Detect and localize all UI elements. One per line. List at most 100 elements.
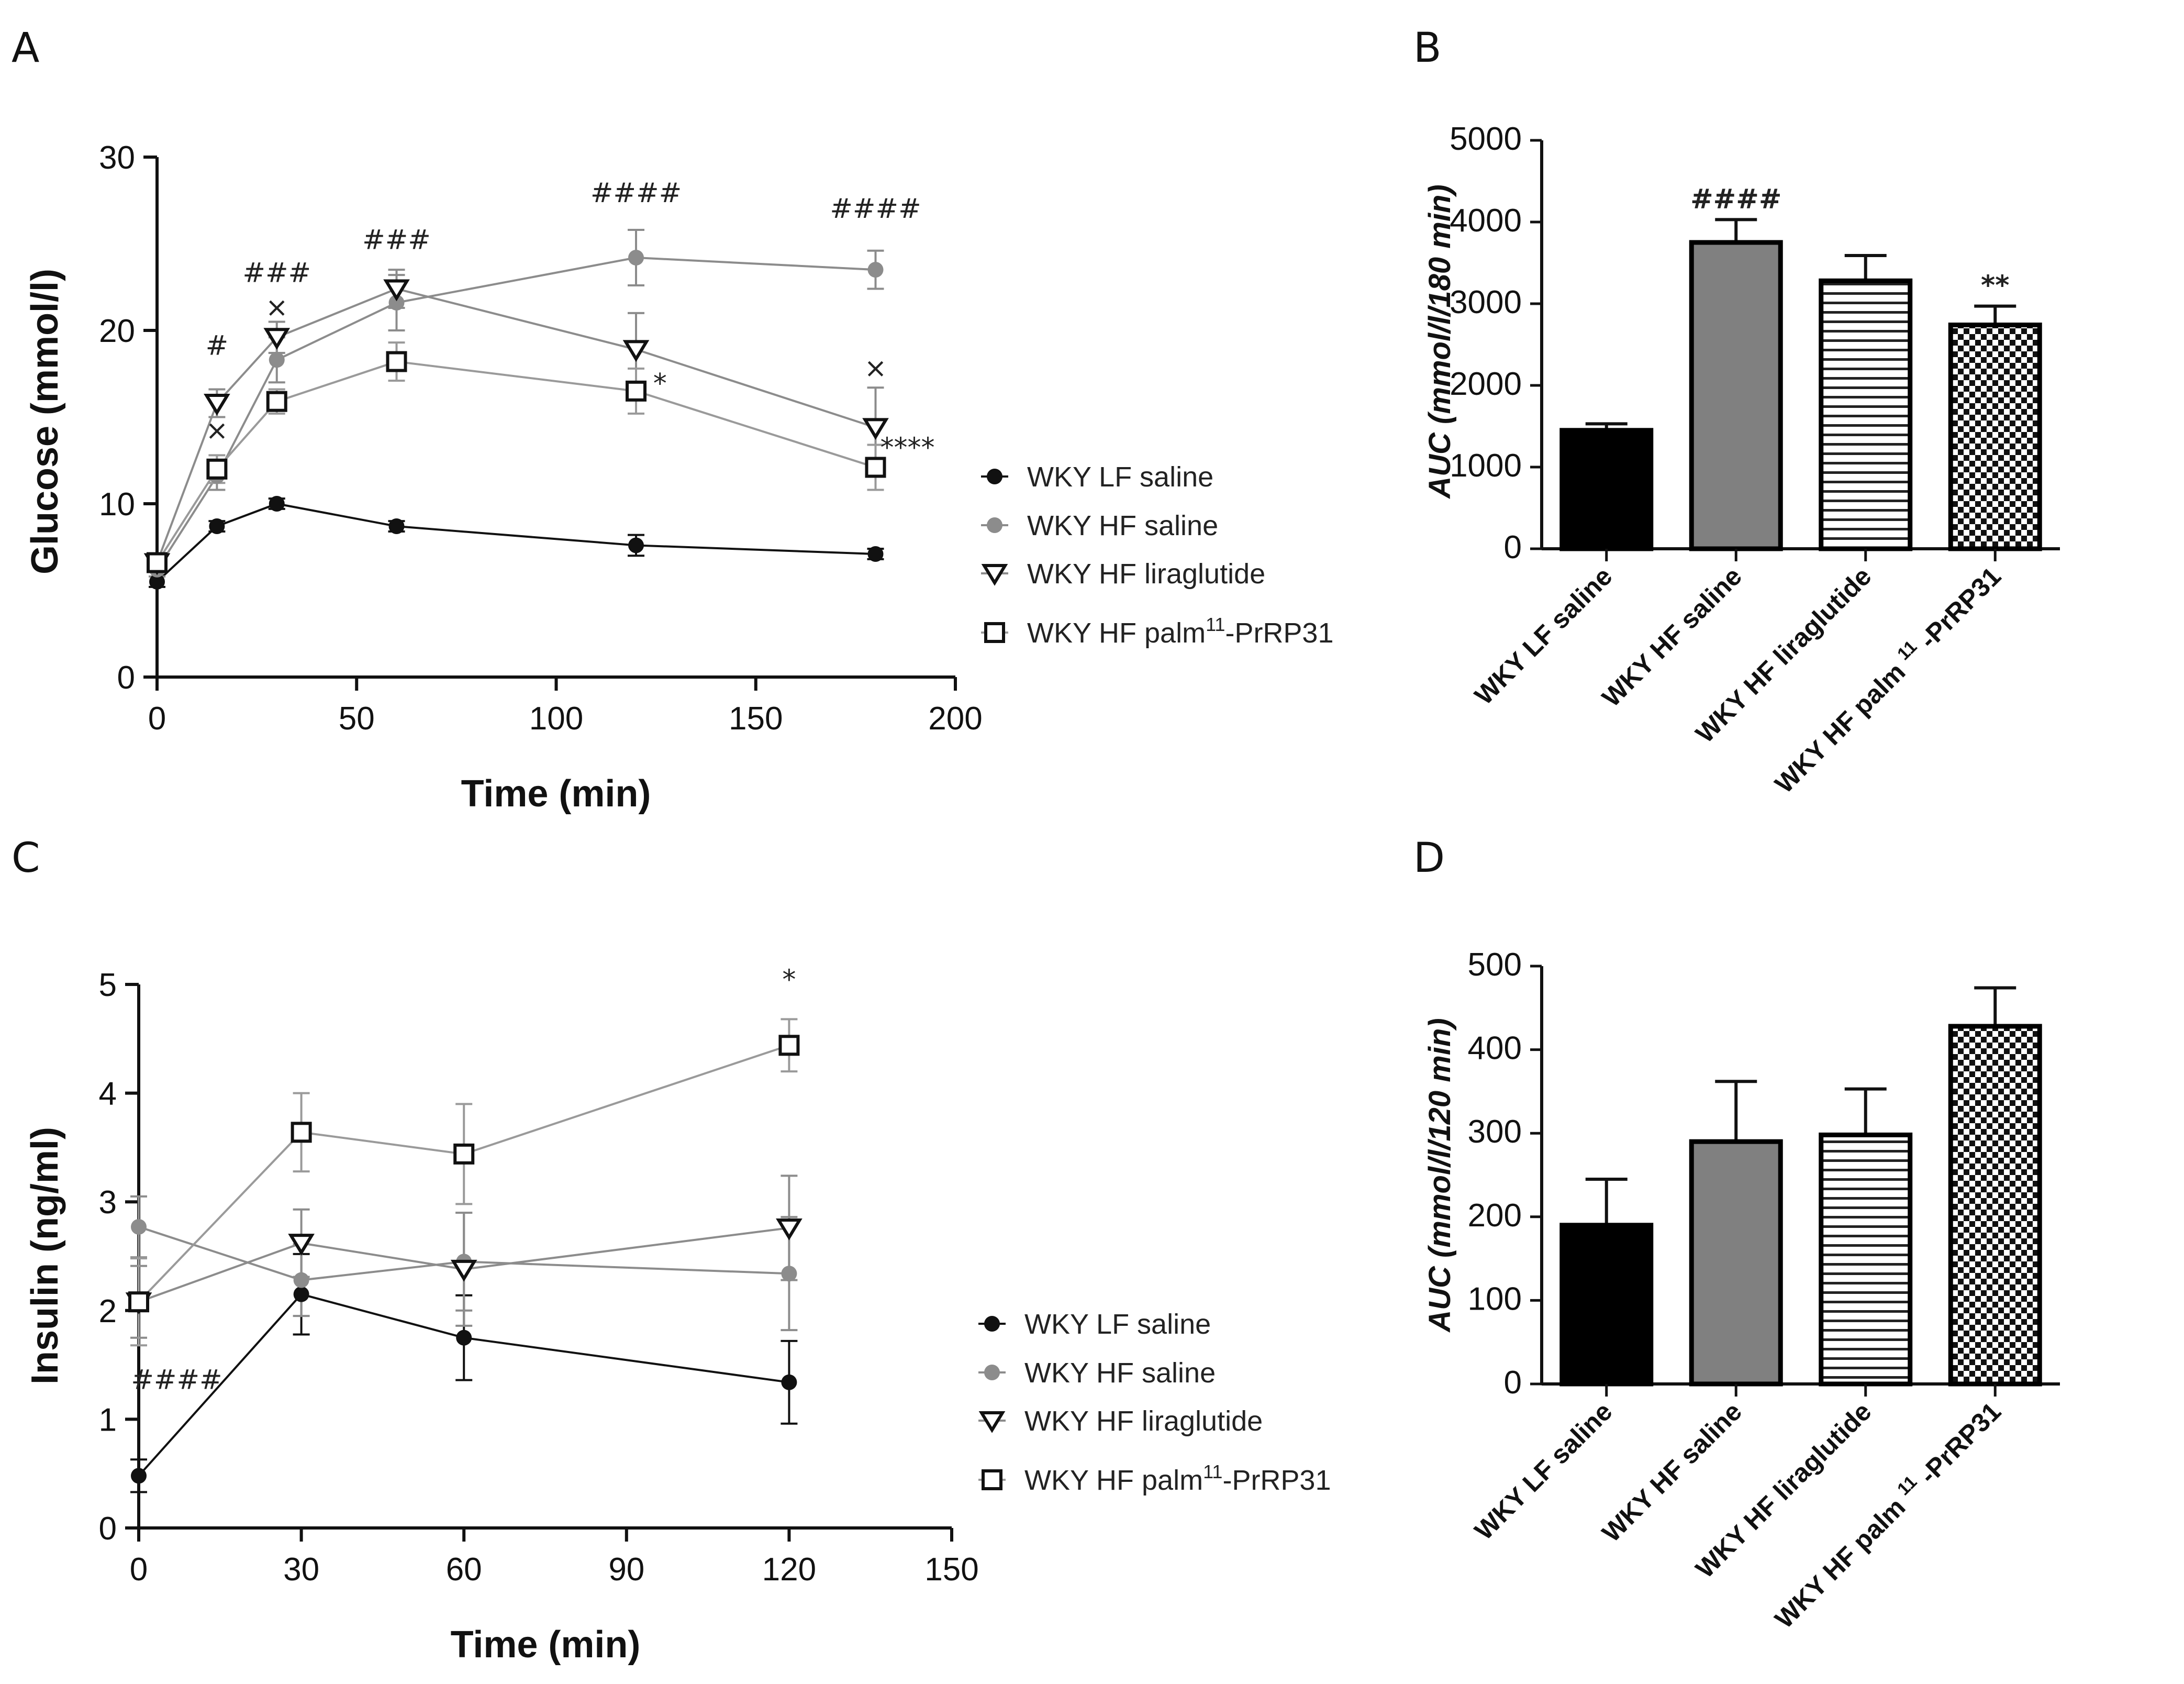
significance-label: **** xyxy=(881,433,935,464)
legend-marker xyxy=(982,1469,1002,1490)
bar xyxy=(1819,278,1913,551)
data-point xyxy=(128,1291,149,1313)
data-point xyxy=(781,1374,797,1390)
legend-label-lf-saline: WKY LF saline xyxy=(1027,461,1213,493)
bar xyxy=(1559,428,1654,551)
data-point xyxy=(291,1122,312,1143)
markers-hf_saline xyxy=(149,249,884,578)
legend-item: WKY HF saline xyxy=(981,510,1218,541)
significance-label: ** xyxy=(1981,270,2009,302)
y-tick-label: 4 xyxy=(99,1076,117,1112)
x-tick-label: 30 xyxy=(283,1552,319,1588)
data-point xyxy=(862,418,889,440)
data-point xyxy=(778,1035,800,1056)
x-tick-label: 100 xyxy=(529,701,583,737)
panel-c-legend: WKY LF saline WKY HF saline WKY HF lirag… xyxy=(978,1309,1331,1496)
legend-marker xyxy=(984,1365,1000,1380)
legend-item: WKY HF palm11-PrRP31 xyxy=(981,614,1334,649)
y-tick-label: 0 xyxy=(117,660,135,696)
data-point xyxy=(263,328,291,350)
y-tick-label: 2 xyxy=(99,1293,117,1330)
y-tick-label: 400 xyxy=(1468,1031,1522,1067)
legend-marker xyxy=(984,622,1005,643)
y-tick-label: 500 xyxy=(1468,947,1522,983)
panel-d-y-axis-title: AUC (mmol/l/120 min) xyxy=(1423,1018,1457,1333)
significance-label: × xyxy=(206,415,229,447)
legend-marker xyxy=(987,469,1002,484)
data-point xyxy=(269,352,285,368)
panel-a-legend: WKY LF saline WKY HF saline WKY HF lirag… xyxy=(981,461,1334,649)
series-line xyxy=(138,1227,789,1303)
data-point xyxy=(453,1143,475,1165)
y-tick-label: 5000 xyxy=(1450,121,1522,157)
data-point xyxy=(622,340,650,362)
data-point xyxy=(776,1218,803,1240)
legend-item: WKY LF saline xyxy=(981,461,1213,493)
significance-label: * xyxy=(653,368,667,400)
y-tick-label: 3000 xyxy=(1450,284,1522,320)
legend-item: WKY HF saline xyxy=(978,1357,1216,1389)
category-label: WKY HF saline xyxy=(1597,561,1747,712)
y-tick-label: 3 xyxy=(99,1184,117,1221)
y-tick-label: 10 xyxy=(99,486,135,523)
legend-label-hf-saline: WKY HF saline xyxy=(1027,510,1218,541)
data-point xyxy=(293,1272,309,1288)
y-tick-label: 300 xyxy=(1468,1114,1522,1150)
data-point xyxy=(209,518,225,535)
data-point xyxy=(269,496,285,512)
data-point xyxy=(867,262,884,278)
legend-label-hf-liraglutide: WKY HF liraglutide xyxy=(1024,1405,1263,1437)
category-label: WKY HF palm 11 -PrRP31 xyxy=(1767,560,2007,799)
x-tick-label: 50 xyxy=(339,701,375,737)
category-label: WKY LF saline xyxy=(1469,1397,1618,1546)
panel-a-y-axis-title: Glucose (mmol/l) xyxy=(24,269,66,574)
x-tick-label: 0 xyxy=(130,1552,148,1588)
significance-label: ### xyxy=(242,257,311,289)
category-label: WKY HF saline xyxy=(1597,1397,1747,1547)
series-line xyxy=(138,1044,790,1303)
data-point xyxy=(293,1286,309,1302)
panel-d-insulin-auc-chart: AUC (mmol/l/120 min) 0 100 200 300 400 500 WKY… xyxy=(1423,947,2060,1634)
significance-label: #### xyxy=(830,193,921,225)
legend-item: WKY LF saline xyxy=(978,1309,1211,1340)
data-point xyxy=(386,351,407,372)
data-point xyxy=(865,457,886,478)
x-tick-label: 90 xyxy=(608,1552,644,1588)
data-point xyxy=(149,573,165,590)
data-point xyxy=(388,518,405,535)
panel-b-glucose-auc-chart: AUC (mmol/l/180 min) 0 1000 2000 3000 4000 50… xyxy=(1423,121,2060,799)
series-lf_saline xyxy=(149,497,884,588)
category-label: WKY HF palm 11 -PrRP31 xyxy=(1767,1395,2007,1634)
data-point xyxy=(626,380,647,402)
x-tick-label: 60 xyxy=(446,1552,482,1588)
y-tick-label: 20 xyxy=(99,313,135,349)
bar xyxy=(1819,1132,1913,1387)
markers-hf_palm xyxy=(128,1035,800,1313)
data-point xyxy=(204,394,230,416)
data-point xyxy=(147,552,168,573)
markers-hf_liraglutide xyxy=(143,279,889,575)
significance-label: #### xyxy=(131,1364,222,1395)
x-tick-label: 150 xyxy=(729,701,783,737)
y-tick-label: 5 xyxy=(99,967,117,1003)
data-point xyxy=(867,546,884,562)
legend-item: WKY HF palm11-PrRP31 xyxy=(978,1461,1331,1496)
y-tick-label: 2000 xyxy=(1450,366,1522,402)
series-line xyxy=(138,1226,789,1281)
y-tick-label: 100 xyxy=(1468,1281,1522,1317)
panel-letter-d: D xyxy=(1413,835,1445,882)
panel-letter-b: B xyxy=(1413,25,1442,72)
legend-marker xyxy=(984,1316,1000,1332)
significance-label: × xyxy=(864,352,887,384)
panel-letter-a: A xyxy=(12,25,39,72)
panel-c-y-axis-title: Insulin (ng/ml) xyxy=(24,1127,66,1384)
markers-lf_saline xyxy=(131,1286,797,1484)
y-tick-label: 0 xyxy=(1504,1365,1522,1401)
bar xyxy=(1948,323,2042,551)
data-point xyxy=(450,1259,477,1282)
data-point xyxy=(266,391,287,412)
panel-a-glucose-chart: Glucose (mmol/l) Time (min) WKY LF salin… xyxy=(24,140,1334,815)
y-tick-label: 0 xyxy=(99,1511,117,1547)
y-tick-label: 1000 xyxy=(1450,448,1522,484)
